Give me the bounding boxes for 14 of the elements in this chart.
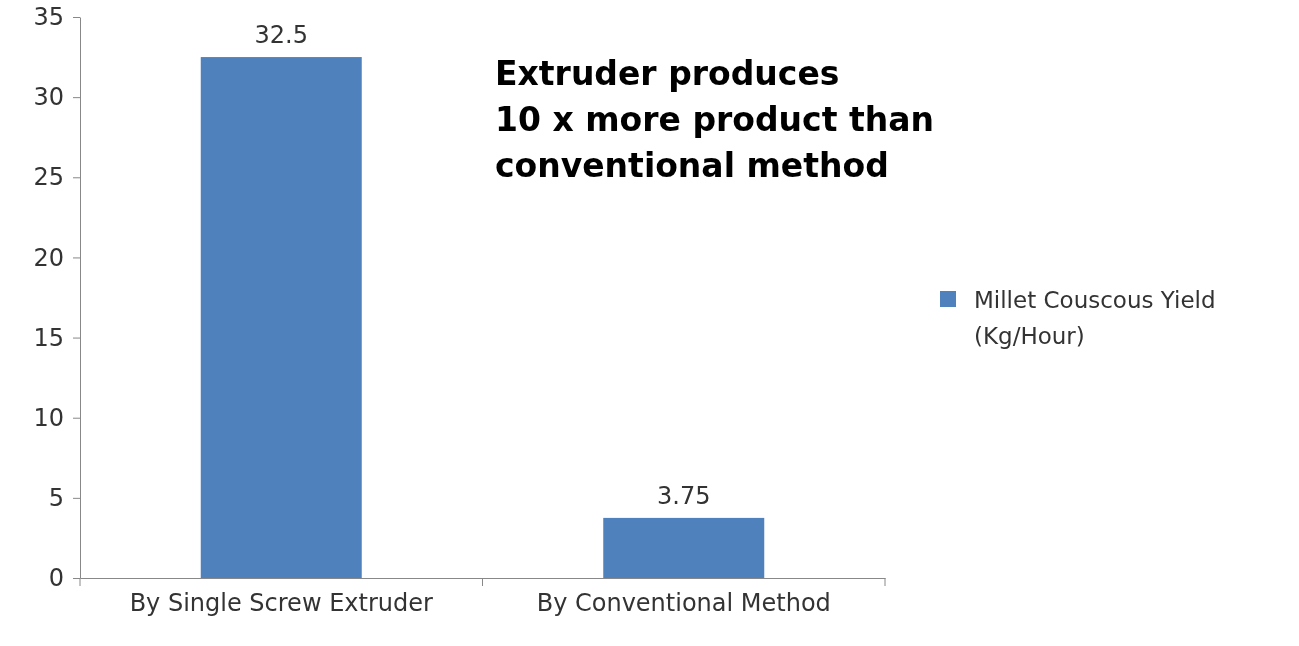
legend-label: Millet Couscous Yield (Kg/Hour) — [974, 287, 1216, 349]
y-tick-label: 0 — [48, 564, 64, 593]
y-tick-label: 25 — [33, 163, 64, 192]
y-tick-label: 30 — [33, 83, 64, 112]
y-tick-label: 5 — [48, 484, 64, 513]
y-tick-label: 35 — [33, 3, 64, 32]
x-tick-label: By Single Screw Extruder — [129, 589, 433, 617]
y-tick-label: 10 — [33, 403, 64, 432]
annotation: Extruder produces 10 x more product than conventional method — [495, 54, 934, 185]
x-tick-label: By Conventional Method — [536, 589, 831, 617]
y-tick-label: 15 — [33, 323, 64, 352]
data-label: 3.75 — [657, 481, 711, 510]
data-label: 32.5 — [254, 21, 308, 50]
y-tick-label: 20 — [33, 243, 64, 272]
